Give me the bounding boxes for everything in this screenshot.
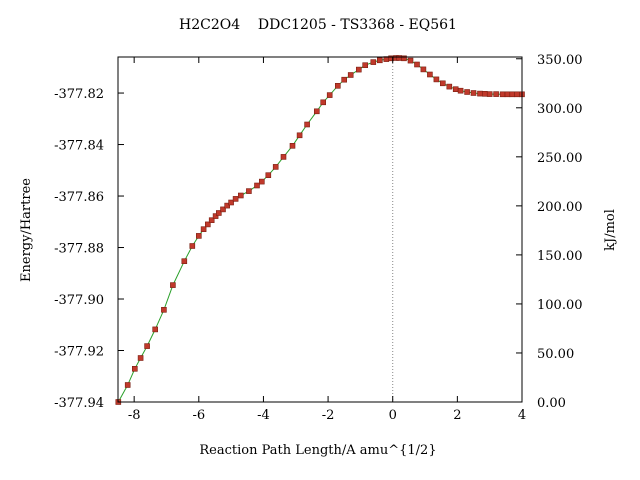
y2-tick-label: 100.00: [537, 298, 583, 313]
x-tick-label: -2: [322, 408, 335, 423]
data-point: [493, 91, 499, 97]
data-point: [407, 57, 414, 64]
data-point: [341, 76, 348, 83]
data-point: [289, 143, 296, 149]
y-axis-label: Energy/Hartree: [19, 178, 34, 282]
data-point: [326, 92, 333, 98]
y2-tick-label: 200.00: [537, 200, 583, 215]
data-point: [362, 62, 369, 69]
data-point: [232, 196, 239, 202]
data-point: [334, 83, 341, 89]
data-point: [124, 382, 131, 388]
y-tick-label: -377.94: [54, 396, 104, 411]
data-point: [481, 91, 488, 97]
x-tick-label: -4: [257, 408, 270, 423]
data-point: [401, 55, 407, 62]
data-point: [228, 199, 234, 206]
data-point: [189, 243, 196, 249]
x-tick-label: -8: [128, 408, 141, 423]
data-point: [347, 72, 354, 78]
data-point: [212, 213, 219, 219]
data-point: [196, 233, 202, 239]
data-point: [376, 57, 383, 64]
x-tick-label: 4: [518, 408, 526, 423]
y2-axis-label: kJ/mol: [603, 209, 618, 251]
y-tick-label: -377.88: [54, 242, 104, 257]
data-point: [265, 172, 272, 178]
data-point: [313, 108, 320, 115]
data-point: [296, 132, 303, 139]
data-point: [238, 192, 244, 199]
data-point: [509, 91, 516, 98]
data-point: [280, 154, 287, 160]
data-point: [446, 83, 453, 90]
data-point: [499, 91, 506, 98]
plot-frame: [117, 56, 523, 403]
data-point: [272, 164, 279, 170]
data-point: [137, 355, 144, 361]
y2-tick-label: 50.00: [537, 347, 574, 362]
data-point: [470, 90, 477, 96]
data-point: [477, 90, 483, 97]
data-point: [514, 91, 521, 98]
data-point: [414, 61, 420, 68]
data-point: [161, 306, 167, 313]
data-point: [452, 86, 459, 92]
data-point: [258, 178, 265, 185]
data-point: [370, 59, 377, 65]
data-point: [216, 210, 222, 216]
x-tick-label: 2: [453, 408, 461, 423]
data-point: [181, 258, 188, 265]
data-point: [254, 182, 260, 189]
x-tick-label: 0: [389, 408, 397, 423]
x-tick-label: -6: [192, 408, 205, 423]
data-point: [320, 99, 327, 106]
data-point: [396, 55, 403, 61]
y-tick-label: -377.84: [54, 139, 104, 154]
data-points: [115, 55, 525, 405]
data-point: [208, 217, 215, 223]
data-point: [504, 91, 511, 98]
data-point: [152, 326, 158, 333]
y2-tick-label: 150.00: [537, 249, 583, 264]
data-point: [170, 282, 176, 288]
y-tick-label: -377.90: [54, 293, 104, 308]
y-tick-label: -377.82: [54, 87, 104, 102]
y-tick-label: -377.86: [54, 190, 104, 205]
data-point: [420, 66, 427, 73]
data-point: [132, 365, 138, 372]
y2-tick-label: 350.00: [537, 53, 583, 68]
data-point: [433, 76, 440, 83]
data-point: [464, 89, 470, 95]
x-axis: -8 -6 -4 -2 0 2 4: [128, 57, 526, 423]
chart-title: H2C2O4 DDC1205 - TS3368 - EQ561: [179, 17, 457, 33]
y-axis-right: 0.00 50.00 100.00 150.00 200.00 250.00 300.00 3…: [516, 53, 583, 411]
y2-tick-label: 250.00: [537, 151, 583, 166]
data-point: [304, 121, 310, 128]
data-point: [205, 221, 211, 228]
y-tick-label: -377.92: [54, 345, 104, 360]
y-axis-left: -377.94 -377.92 -377.90 -377.88 -377.86 -377.…: [54, 87, 124, 411]
data-point: [246, 188, 252, 194]
energy-curve: [117, 57, 522, 403]
data-point: [439, 80, 446, 87]
data-point: [427, 71, 433, 78]
data-point: [355, 66, 362, 73]
y2-tick-label: 0.00: [537, 396, 566, 411]
y2-tick-label: 300.00: [537, 102, 583, 117]
data-point: [144, 343, 150, 349]
data-point: [457, 87, 464, 94]
data-point: [224, 202, 230, 209]
x-axis-label: Reaction Path Length/A amu^{1/2}: [199, 443, 436, 458]
data-point: [200, 226, 207, 232]
data-point: [486, 91, 493, 97]
data-point: [220, 206, 226, 213]
